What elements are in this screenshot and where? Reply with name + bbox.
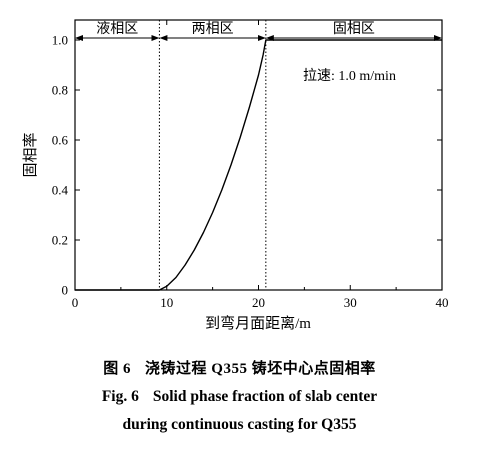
x-axis-label: 到弯月面距离/m: [205, 315, 311, 332]
series-line: [75, 39, 442, 291]
y-axis-label: 固相率: [22, 132, 39, 177]
x-tick-label: 30: [344, 295, 357, 310]
x-tick-label: 40: [436, 295, 449, 310]
region-label: 固相区: [333, 21, 375, 37]
plot-frame: [74, 19, 443, 291]
region-label: 液相区: [96, 21, 138, 37]
chart: 液相区 两相区 固相区 0 10 20 30 40 0 0.2 0.4 0.6 0.8 1.0 拉速: …: [22, 19, 449, 332]
x-tick-label: 20: [252, 295, 265, 310]
y-tick-label: 0.4: [52, 183, 69, 198]
x-tick-label: 0: [72, 295, 79, 310]
caption-zh-title: 浇铸过程 Q355 铸坯中心点固相率: [145, 361, 376, 377]
y-tick-label: 1.0: [52, 33, 68, 48]
caption-en-line2: during continuous casting for Q355: [0, 416, 479, 434]
caption-zh-prefix: 图 6: [103, 361, 132, 377]
y-tick-label: 0.8: [52, 83, 68, 98]
caption-en-title-line2: during continuous casting for Q355: [122, 416, 357, 433]
chart-annotation: 拉速: 1.0 m/min: [303, 68, 396, 84]
caption-en-title-line1: Solid phase fraction of slab center: [152, 388, 378, 405]
x-tick-label: 10: [160, 295, 173, 310]
y-tick-label: 0.6: [52, 133, 69, 148]
y-tick-label: 0: [62, 283, 69, 298]
caption-en-prefix: Fig. 6: [101, 388, 139, 405]
y-tick-label: 0.2: [52, 233, 68, 248]
caption-en-line1: Fig. 6 Solid phase fraction of slab cente…: [0, 388, 479, 406]
caption-zh: 图 6 浇铸过程 Q355 铸坯中心点固相率: [0, 357, 479, 378]
region-label: 两相区: [192, 21, 234, 37]
